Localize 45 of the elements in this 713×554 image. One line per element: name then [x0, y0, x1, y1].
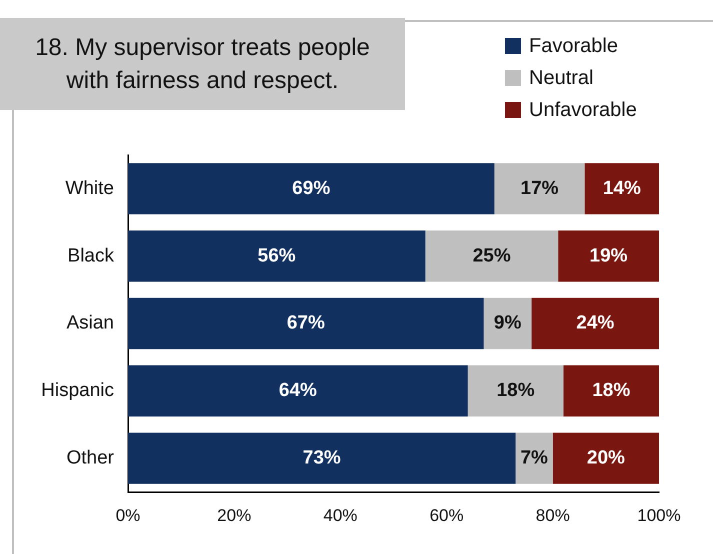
bar — [425, 230, 558, 282]
y-tick-label: Asian — [66, 312, 114, 334]
data-label: 19% — [590, 245, 628, 266]
bar — [532, 298, 659, 350]
x-tick-label: 80% — [536, 506, 570, 525]
data-label: 67% — [286, 312, 326, 334]
data-label: 25% — [472, 245, 511, 266]
bar — [484, 298, 532, 350]
bar — [494, 163, 585, 214]
legend-label: Favorable — [528, 34, 619, 58]
data-label: 17% — [520, 178, 559, 199]
x-tick-label: 60% — [430, 506, 464, 525]
data-label: 24% — [576, 312, 614, 334]
bar — [516, 432, 553, 484]
data-label: 9% — [494, 312, 522, 334]
bar — [128, 163, 494, 214]
data-label: 56% — [258, 245, 296, 266]
bar — [552, 432, 659, 484]
bar — [128, 365, 468, 417]
data-label: 73% — [302, 448, 341, 469]
data-label: 18% — [496, 380, 535, 402]
data-label: 20% — [586, 448, 626, 469]
legend-label: Neutral — [528, 66, 594, 90]
bar — [468, 365, 564, 417]
bar — [128, 432, 516, 484]
data-label: 69% — [292, 178, 330, 199]
bar — [558, 230, 659, 282]
y-tick-label: White — [65, 178, 114, 199]
y-tick-label: Hispanic — [41, 380, 114, 402]
bar — [128, 230, 426, 282]
x-tick-label: 100% — [637, 506, 681, 525]
y-tick-label: Black — [68, 245, 114, 266]
chart-title: 18. My supervisor treats people with fairness and respect. — [0, 18, 405, 110]
data-label: 64% — [278, 380, 318, 402]
x-tick-label: 40% — [323, 506, 358, 525]
x-tick-label: 20% — [217, 506, 252, 525]
y-tick-label: Other — [66, 448, 115, 469]
data-label: 14% — [602, 178, 641, 199]
data-label: 18% — [592, 380, 630, 402]
data-label: 7% — [520, 448, 548, 469]
legend-label: Unfavorable — [528, 98, 637, 122]
x-tick-label: 0% — [116, 506, 140, 525]
bar — [584, 163, 659, 214]
bar — [128, 298, 484, 350]
bar — [563, 365, 659, 417]
